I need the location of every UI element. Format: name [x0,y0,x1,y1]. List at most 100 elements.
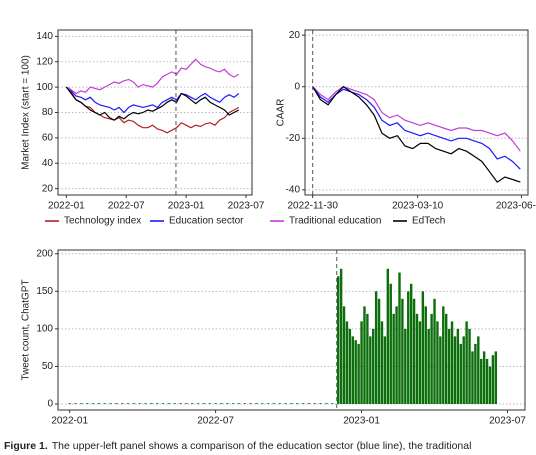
plot-frame [57,249,526,411]
y-tick-label: 80 [42,107,54,118]
plot-frame [57,29,253,196]
bar [325,403,328,405]
bar [401,298,404,404]
bar [80,403,83,405]
bar [220,403,223,405]
bar [255,403,258,405]
series-line [312,86,521,152]
x-tick-label: 2022-11-30 [287,201,338,212]
bar [409,283,413,404]
bar [433,298,436,404]
x-tick-label: 2022-07 [108,201,145,212]
y-tick-label: -40 [286,184,301,195]
series-line [65,86,240,121]
bar [468,328,471,404]
bar [447,328,451,404]
x-tick-label: 2022-01 [48,201,85,212]
bar [366,313,369,404]
plot-area [68,268,498,405]
x-tick-label: 2023-07 [228,201,265,212]
y-tick-label: 0 [294,81,300,92]
bar [369,336,372,404]
bar [494,351,498,404]
y-tick-label: 100 [36,82,53,93]
bar [138,403,141,405]
bar [85,403,89,405]
bar [150,403,153,405]
bar [97,403,101,405]
bar [290,403,293,405]
bar [191,403,194,405]
caption-text: The upper-left panel shows a comparison … [52,440,472,452]
bar [243,403,246,405]
bar [471,351,474,404]
bar [424,306,427,404]
bar [380,321,384,404]
bar [126,403,130,405]
bar [296,403,299,405]
bar [202,403,206,405]
bar [395,306,398,404]
bar [345,321,349,404]
caption-label: Figure 1. [4,440,48,452]
plot-area [65,58,240,134]
bar [231,403,235,405]
x-tick-label: 2023-07 [489,416,526,427]
series-line [66,86,240,114]
bar [266,403,270,405]
legend-label: EdTech [412,216,445,227]
bar [91,403,95,405]
bar [488,366,492,404]
bar [337,276,340,404]
bar [351,336,354,404]
series-line [65,86,240,134]
bar [339,268,343,404]
bar [392,313,395,404]
bar [249,403,252,405]
caption: Figure 1. The upper-left panel shows a co… [4,440,471,452]
bar [418,321,422,404]
bar [456,328,460,404]
bar [342,306,346,404]
bar [68,403,71,405]
bar [284,403,287,405]
y-tick-label: -20 [286,133,301,144]
series-line [66,58,240,95]
bar [453,336,457,404]
y-axis-label: Tweet count, ChatGPT [21,279,32,380]
y-tick-label: 20 [42,183,54,194]
bar [465,321,468,404]
bar [415,313,419,404]
bar [491,355,495,404]
bar [121,403,124,405]
bar [474,343,477,404]
bar [185,403,188,405]
x-tick-label: 2022-07 [197,416,234,427]
bar [363,306,366,404]
legend-label: Education sector [169,216,244,227]
bar [103,403,106,405]
y-axis-label: CAAR [276,99,287,127]
bar [386,268,390,404]
bar [430,313,433,404]
bar [307,403,311,405]
bar [208,403,211,405]
bar [436,321,439,404]
plot-area [312,85,521,183]
series-line [312,85,521,183]
bar [144,403,147,405]
legend-label: Technology index [64,216,141,227]
bar [156,403,159,405]
bar [109,403,112,405]
legend-label: Traditional education [289,216,381,227]
y-tick-label: 100 [36,324,53,335]
bar [173,403,176,405]
y-tick-label: 150 [36,286,53,297]
bar [377,298,381,404]
bar [226,403,229,405]
bar [372,328,375,404]
bar [427,328,430,404]
bar [179,403,182,405]
y-tick-label: 50 [42,361,54,372]
